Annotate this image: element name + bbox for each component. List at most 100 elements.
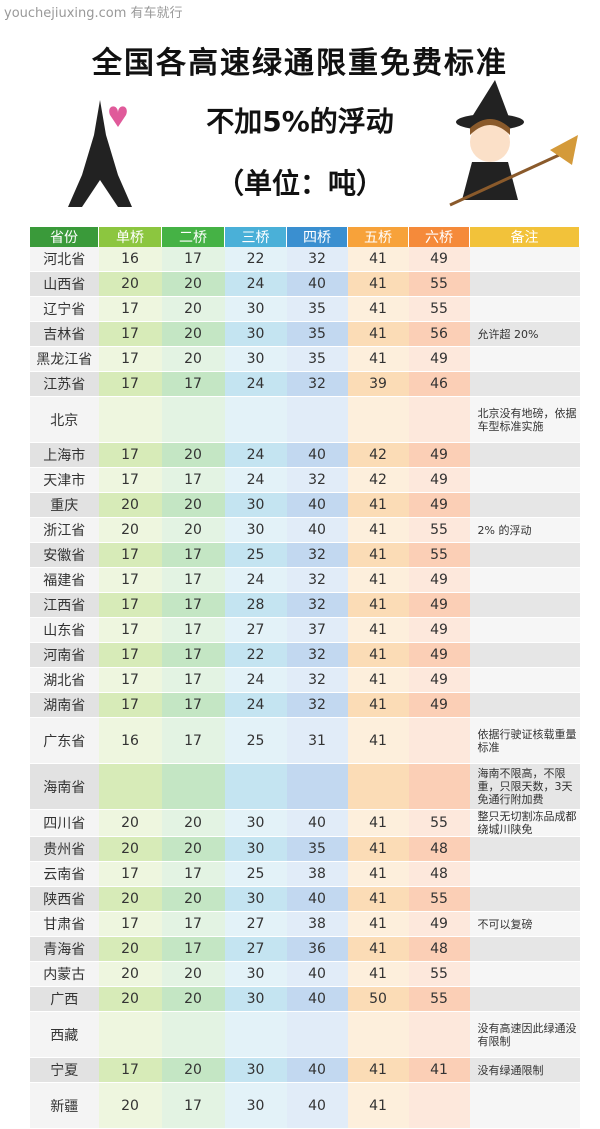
value-cell: 55	[408, 517, 470, 543]
value-cell: 49	[408, 617, 470, 643]
column-header: 五桥	[347, 227, 409, 247]
remark-cell	[469, 247, 580, 272]
table-row: 内蒙古 20 20 30 40 41 55	[30, 961, 580, 987]
value-cell: 41	[347, 1057, 409, 1083]
value-cell: 17	[98, 467, 162, 493]
value-cell	[224, 396, 287, 443]
table-row: 重庆 20 20 30 40 41 49	[30, 492, 580, 518]
value-cell: 16	[98, 717, 162, 764]
value-cell: 37	[286, 617, 348, 643]
value-cell	[408, 396, 470, 443]
value-cell: 17	[98, 296, 162, 322]
value-cell: 32	[286, 247, 348, 272]
value-cell: 49	[408, 346, 470, 372]
province-cell: 宁夏	[30, 1057, 99, 1083]
remark-cell: 北京没有地磅，依据车型标准实施	[469, 396, 580, 443]
watermark: youchejiuxing.com 有车就行	[4, 6, 183, 21]
value-cell	[98, 396, 162, 443]
table-row: 陕西省 20 20 30 40 41 55	[30, 886, 580, 912]
table-row: 海南省 海南不限高，不限重，只限天数，3天免通行附加费	[30, 763, 580, 810]
remark-cell	[469, 936, 580, 962]
value-cell: 48	[408, 836, 470, 862]
value-cell: 41	[347, 911, 409, 937]
province-cell: 广西	[30, 986, 99, 1012]
value-cell: 55	[408, 271, 470, 297]
value-cell: 22	[224, 247, 287, 272]
value-cell: 41	[347, 861, 409, 887]
value-cell: 20	[98, 886, 162, 912]
table-row: 广东省 16 17 25 31 41 依据行驶证核载重量标准	[30, 717, 580, 764]
value-cell: 40	[286, 961, 348, 987]
column-header: 二桥	[161, 227, 225, 247]
value-cell	[286, 763, 348, 810]
table-row: 安徽省 17 17 25 32 41 55	[30, 542, 580, 568]
value-cell: 24	[224, 467, 287, 493]
value-cell: 55	[408, 886, 470, 912]
remark-cell: 没有高速因此绿通没有限制	[469, 1011, 580, 1058]
value-cell: 46	[408, 371, 470, 397]
remark-cell: 依据行驶证核载重量标准	[469, 717, 580, 764]
value-cell: 49	[408, 567, 470, 593]
remark-cell	[469, 617, 580, 643]
value-cell: 17	[161, 371, 225, 397]
header-row: 省份 单桥 二桥 三桥 四桥 五桥 六桥 备注	[30, 227, 580, 247]
value-cell: 24	[224, 271, 287, 297]
value-cell: 17	[161, 542, 225, 568]
remark-cell	[469, 346, 580, 372]
value-cell: 30	[224, 809, 287, 837]
value-cell: 30	[224, 517, 287, 543]
value-cell: 41	[347, 836, 409, 862]
value-cell: 20	[161, 886, 225, 912]
value-cell: 17	[161, 667, 225, 693]
value-cell: 20	[98, 986, 162, 1012]
remark-cell	[469, 567, 580, 593]
value-cell: 27	[224, 617, 287, 643]
value-cell: 24	[224, 567, 287, 593]
province-cell: 湖北省	[30, 667, 99, 693]
value-cell: 41	[347, 667, 409, 693]
eiffel-tower	[68, 100, 132, 207]
table-row: 吉林省 17 20 30 35 41 56 允许超 20%	[30, 321, 580, 347]
value-cell: 49	[408, 642, 470, 668]
value-cell: 24	[224, 442, 287, 468]
province-cell: 陕西省	[30, 886, 99, 912]
table-row: 浙江省 20 20 30 40 41 55 2% 的浮动	[30, 517, 580, 543]
province-cell: 西藏	[30, 1011, 99, 1058]
value-cell: 30	[224, 296, 287, 322]
witch-illustration	[449, 80, 578, 207]
value-cell: 31	[286, 717, 348, 764]
value-cell: 41	[347, 592, 409, 618]
value-cell: 55	[408, 296, 470, 322]
province-cell: 北京	[30, 396, 99, 443]
weight-table: 省份 单桥 二桥 三桥 四桥 五桥 六桥 备注 河北省 16 17 22 32 41 49 山西省 20 20 2…	[30, 227, 580, 1129]
remark-cell: 整只无切割冻品成都绕城川陕免	[469, 809, 580, 837]
remark-cell	[469, 371, 580, 397]
province-cell: 黑龙江省	[30, 346, 99, 372]
value-cell: 30	[224, 492, 287, 518]
table-row: 西藏 没有高速因此绿通没有限制	[30, 1011, 580, 1058]
value-cell: 30	[224, 321, 287, 347]
value-cell	[408, 1011, 470, 1058]
value-cell: 32	[286, 567, 348, 593]
value-cell: 30	[224, 961, 287, 987]
value-cell: 49	[408, 467, 470, 493]
value-cell: 32	[286, 642, 348, 668]
value-cell: 41	[347, 886, 409, 912]
value-cell: 25	[224, 542, 287, 568]
remark-cell	[469, 592, 580, 618]
value-cell: 56	[408, 321, 470, 347]
table-row: 云南省 17 17 25 38 41 48	[30, 861, 580, 887]
value-cell	[161, 1011, 225, 1058]
table-row: 河北省 16 17 22 32 41 49	[30, 247, 580, 272]
value-cell: 20	[98, 517, 162, 543]
province-cell: 新疆	[30, 1082, 99, 1129]
value-cell: 41	[347, 321, 409, 347]
value-cell: 40	[286, 1082, 348, 1129]
province-cell: 海南省	[30, 763, 99, 810]
province-cell: 青海省	[30, 936, 99, 962]
value-cell: 25	[224, 717, 287, 764]
value-cell: 24	[224, 692, 287, 718]
value-cell: 20	[161, 961, 225, 987]
value-cell: 17	[98, 861, 162, 887]
